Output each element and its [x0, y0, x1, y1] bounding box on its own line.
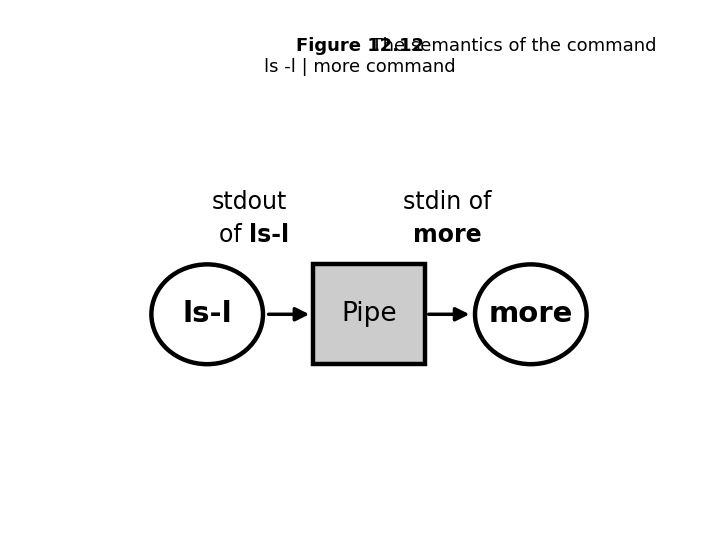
Text: ls-l: ls-l [182, 300, 232, 328]
Text: more: more [489, 300, 573, 328]
Text: Pipe: Pipe [341, 301, 397, 327]
Text: The semantics of the command: The semantics of the command [360, 37, 657, 55]
Ellipse shape [475, 265, 587, 364]
Text: ls -l | more command: ls -l | more command [264, 58, 456, 77]
Text: Figure 12.12: Figure 12.12 [296, 37, 424, 55]
Text: more: more [413, 223, 482, 247]
Text: stdin of: stdin of [403, 190, 491, 214]
Text: stdout: stdout [212, 190, 287, 214]
Text: of: of [219, 223, 249, 247]
Ellipse shape [151, 265, 263, 364]
Text: ls-l: ls-l [249, 223, 289, 247]
FancyBboxPatch shape [313, 265, 425, 364]
